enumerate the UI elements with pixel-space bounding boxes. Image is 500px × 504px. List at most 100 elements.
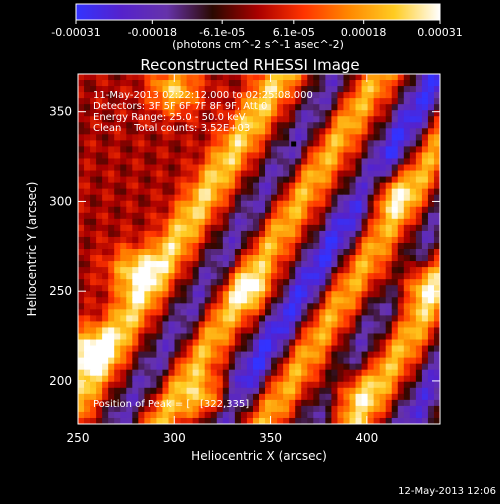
heatmap-cell (126, 140, 133, 148)
heatmap-cell (361, 182, 369, 190)
heatmap-cell (301, 230, 308, 238)
heatmap-cell (289, 104, 296, 111)
heatmap-cell (283, 327, 290, 335)
heatmap-cell (367, 188, 375, 196)
heatmap-cell (421, 164, 429, 172)
heatmap-cell (409, 236, 417, 244)
heatmap-cell (355, 375, 363, 383)
heatmap-cell (433, 273, 440, 280)
heatmap-cell (156, 399, 164, 407)
heatmap-cell (246, 194, 254, 202)
heatmap-cell (379, 152, 387, 160)
heatmap-cell (391, 200, 399, 208)
heatmap-cell (138, 327, 145, 335)
heatmap-cell (156, 279, 164, 286)
heatmap-cell (240, 291, 248, 298)
heatmap-cell (186, 200, 194, 208)
heatmap-cell (174, 122, 182, 129)
heatmap-cell (337, 110, 345, 117)
heatmap-cell (150, 86, 158, 93)
heatmap-cell (126, 297, 133, 304)
heatmap-cell (204, 309, 212, 316)
heatmap-cell (259, 285, 266, 292)
heatmap-cell (289, 80, 296, 87)
heatmap-cell (265, 188, 272, 196)
heatmap-cell (349, 164, 357, 172)
heatmap-cell (325, 303, 332, 310)
heatmap-cell (120, 158, 127, 166)
heatmap-cell (204, 140, 212, 148)
heatmap-cell (355, 194, 363, 202)
heatmap-cell (337, 363, 345, 371)
heatmap-cell (355, 176, 363, 184)
heatmap-cell (138, 339, 145, 347)
heatmap-cell (331, 303, 339, 310)
heatmap-cell (210, 122, 218, 129)
heatmap-cell (379, 134, 387, 141)
heatmap-cell (367, 242, 375, 250)
heatmap-cell (373, 230, 381, 238)
heatmap-cell (84, 369, 91, 377)
heatmap-cell (265, 327, 272, 335)
heatmap-cell (222, 267, 230, 274)
heatmap-cell (409, 381, 417, 389)
heatmap-cell (78, 273, 85, 280)
heatmap-cell (114, 261, 121, 268)
heatmap-cell (277, 381, 284, 389)
heatmap-cell (90, 86, 97, 93)
heatmap-cell (415, 315, 423, 323)
heatmap-cell (319, 98, 326, 105)
heatmap-cell (108, 339, 115, 347)
heatmap-cell (216, 345, 224, 353)
heatmap-cell (373, 164, 381, 172)
heatmap-cell (403, 387, 411, 395)
heatmap-cell (102, 309, 109, 316)
heatmap-cell (331, 381, 339, 389)
heatmap-cell (156, 152, 164, 160)
heatmap-cell (259, 309, 266, 316)
heatmap-cell (192, 339, 200, 347)
heatmap-cell (240, 206, 248, 214)
heatmap-cell (180, 170, 188, 178)
heatmap-cell (186, 122, 194, 129)
heatmap-cell (397, 194, 405, 202)
heatmap-cell (301, 297, 308, 304)
heatmap-cell (283, 128, 290, 135)
heatmap-cell (222, 285, 230, 292)
heatmap-cell (385, 393, 393, 401)
heatmap-cell (403, 152, 411, 160)
heatmap-cell (132, 224, 139, 232)
heatmap-cell (415, 140, 423, 148)
heatmap-cell (150, 411, 158, 419)
heatmap-cell (397, 285, 405, 292)
heatmap-cell (379, 224, 387, 232)
heatmap-cell (385, 176, 393, 184)
heatmap-cell (367, 303, 375, 310)
heatmap-cell (289, 242, 296, 250)
heatmap-cell (343, 146, 351, 154)
heatmap-cell (271, 74, 278, 81)
heatmap-cell (198, 387, 206, 395)
heatmap-cell (289, 411, 296, 419)
heatmap-cell (373, 80, 381, 87)
heatmap-cell (192, 104, 200, 111)
heatmap-cell (409, 200, 417, 208)
heatmap-cell (289, 291, 296, 298)
heatmap-cell (391, 212, 399, 220)
heatmap-cell (403, 74, 411, 81)
heatmap-cell (174, 176, 182, 184)
heatmap-cell (367, 291, 375, 298)
heatmap-cell (343, 134, 351, 141)
heatmap-cell (337, 158, 345, 166)
heatmap-cell (367, 285, 375, 292)
heatmap-cell (108, 405, 115, 413)
heatmap-cell (415, 411, 423, 419)
heatmap-cell (319, 206, 326, 214)
heatmap-cell (138, 333, 145, 341)
heatmap-cell (138, 194, 145, 202)
heatmap-cell (198, 309, 206, 316)
heatmap-cell (307, 98, 314, 105)
heatmap-cell (295, 321, 302, 329)
heatmap-cell (301, 417, 308, 424)
heatmap-cell (325, 387, 332, 395)
